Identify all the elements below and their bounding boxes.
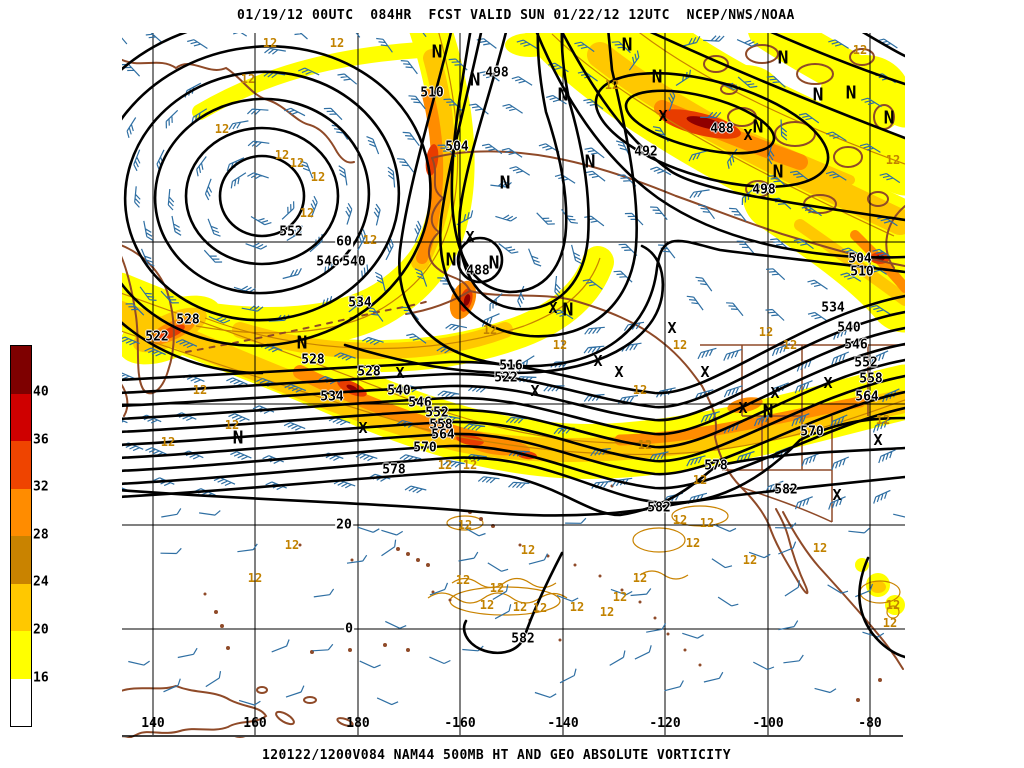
chart-caption: 120122/1200V084 NAM44 500MB HT AND GEO A…: [262, 748, 731, 763]
colorbar-segment: [11, 346, 31, 394]
vorticity-shading-yellow: [122, 33, 905, 615]
colorbar-segment: [11, 631, 31, 679]
colorbar-segment: [11, 441, 31, 489]
chart-title: 01/19/12 00UTC 084HR FCST VALID SUN 01/2…: [237, 8, 795, 23]
colorbar-segment: [11, 393, 31, 441]
height-contours: [122, 33, 905, 659]
colorbar-segment: [11, 678, 31, 726]
colorbar-segment: [11, 583, 31, 631]
colorbar-segment: [11, 536, 31, 584]
vorticity-colorbar: [10, 345, 32, 727]
colorbar-segment: [11, 488, 31, 536]
